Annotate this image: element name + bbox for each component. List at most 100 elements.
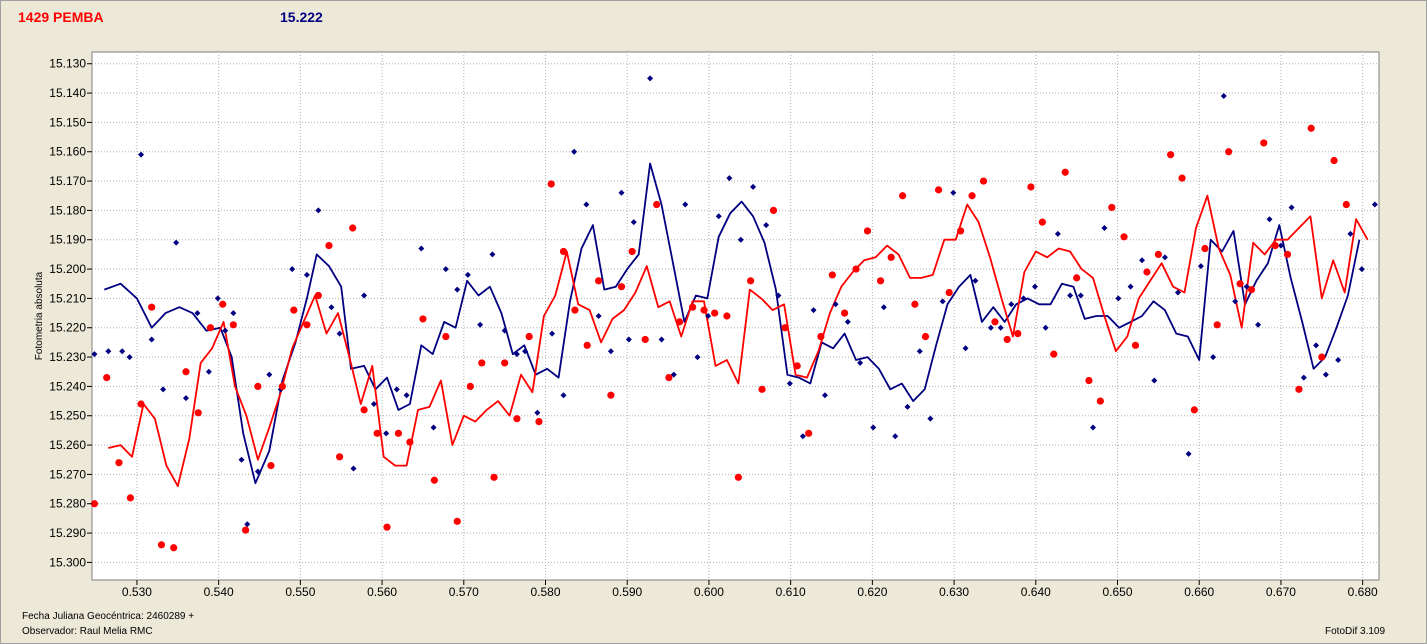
series-1-point [1151, 377, 1158, 384]
series-2-point [921, 332, 930, 341]
y-tick-label: 15.220 [49, 321, 86, 335]
series-2-point [513, 415, 521, 423]
series-2-point [394, 429, 403, 437]
series-2-point [628, 247, 636, 256]
series-2-point [747, 277, 755, 285]
series-2-point [478, 359, 486, 367]
series-1-point [91, 351, 98, 358]
series-1-point [1101, 225, 1108, 231]
series-2-point [1050, 350, 1058, 358]
series-1-point [870, 424, 877, 431]
series-2-point [1342, 200, 1350, 209]
series-1-point [289, 266, 296, 273]
series-1-point [670, 371, 677, 378]
y-tick-label: 15.160 [49, 145, 86, 159]
series-1-point [361, 292, 368, 299]
series-2-point [617, 283, 626, 291]
series-line-1 [103, 162, 1361, 485]
series-1-point [630, 219, 637, 226]
series-1-point [230, 310, 237, 317]
y-tick-label: 15.280 [49, 497, 86, 511]
series-1-point [522, 348, 529, 355]
series-2-point [1096, 397, 1104, 405]
series-1-point [489, 251, 496, 258]
series-1-point [904, 403, 911, 410]
series-2-point [206, 324, 215, 332]
series-1-point [1077, 292, 1084, 299]
series-1-point [595, 313, 602, 319]
x-tick-label: 0.620 [857, 585, 887, 599]
series-1-point [383, 430, 390, 437]
series-1-point [1042, 324, 1049, 331]
series-1-point [892, 433, 899, 440]
series-2-point [373, 429, 381, 437]
series-2-point [126, 494, 135, 502]
y-tick-label: 15.180 [49, 203, 86, 217]
series-2-point [303, 321, 311, 329]
x-tick-label: 0.680 [1348, 585, 1378, 599]
series-1-point [750, 183, 757, 190]
series-1-point [1358, 266, 1365, 273]
series-2-point [383, 523, 391, 531]
series-1-point [1008, 301, 1015, 308]
series-1-point [705, 313, 712, 319]
series-1-point [950, 189, 957, 196]
series-2-point [957, 227, 965, 235]
julian-date-label: Fecha Juliana Geocéntrica: 2460289 + [22, 611, 195, 622]
x-tick-label: 0.530 [122, 585, 152, 599]
series-1-point [1031, 283, 1038, 290]
series-2-point [103, 374, 111, 382]
series-2-point [115, 459, 123, 467]
series-2-point [863, 227, 872, 235]
series-1-point [987, 324, 994, 331]
series-2-point [852, 265, 860, 273]
y-tick-label: 15.190 [49, 233, 86, 247]
series-1-point [939, 298, 946, 305]
series-1-point [1185, 450, 1192, 457]
x-tick-label: 0.580 [530, 585, 560, 599]
series-2-point [1190, 406, 1198, 414]
series-2-point [968, 192, 976, 200]
series-2-point [194, 409, 202, 417]
series-2-point [442, 332, 450, 341]
series-2-point [1085, 376, 1093, 385]
series-1-point [1197, 263, 1204, 270]
series-1-point [418, 245, 425, 252]
series-1-point [336, 330, 343, 337]
series-1-point [430, 424, 437, 431]
y-tick-label: 15.260 [49, 438, 86, 452]
series-1-point [880, 304, 887, 311]
series-1-point [244, 521, 251, 528]
series-2-point [1061, 168, 1069, 176]
series-1-point [1255, 321, 1262, 328]
series-2-point [360, 406, 368, 414]
series-2-point [723, 312, 731, 320]
series-1-point [182, 395, 189, 402]
x-tick-label: 0.560 [367, 585, 397, 599]
series-2-point [325, 242, 333, 250]
series-1-point [393, 386, 400, 393]
series-2-point [254, 382, 262, 390]
series-1-point [442, 266, 449, 273]
series-2-point [945, 288, 953, 297]
series-2-point [219, 300, 227, 308]
series-points [90, 75, 1378, 552]
series-2-point [711, 309, 719, 317]
series-1-point [403, 392, 410, 399]
series-1-point [647, 75, 654, 82]
x-tick-label: 0.600 [694, 585, 724, 599]
series-2-point [769, 206, 778, 214]
y-tick-label: 15.250 [49, 409, 86, 423]
x-tick-label: 0.670 [1266, 585, 1296, 599]
x-tick-label: 0.630 [939, 585, 969, 599]
series-1-point [501, 327, 508, 334]
series-2-point [559, 247, 568, 256]
x-tick-label: 0.650 [1102, 585, 1132, 599]
series-1-point [1266, 216, 1273, 223]
series-1-point [254, 468, 261, 475]
object-title: 1429 PEMBA [18, 9, 104, 25]
series-1-point [972, 277, 979, 284]
series-2-point [805, 429, 813, 437]
y-tick-label: 15.150 [49, 115, 86, 129]
